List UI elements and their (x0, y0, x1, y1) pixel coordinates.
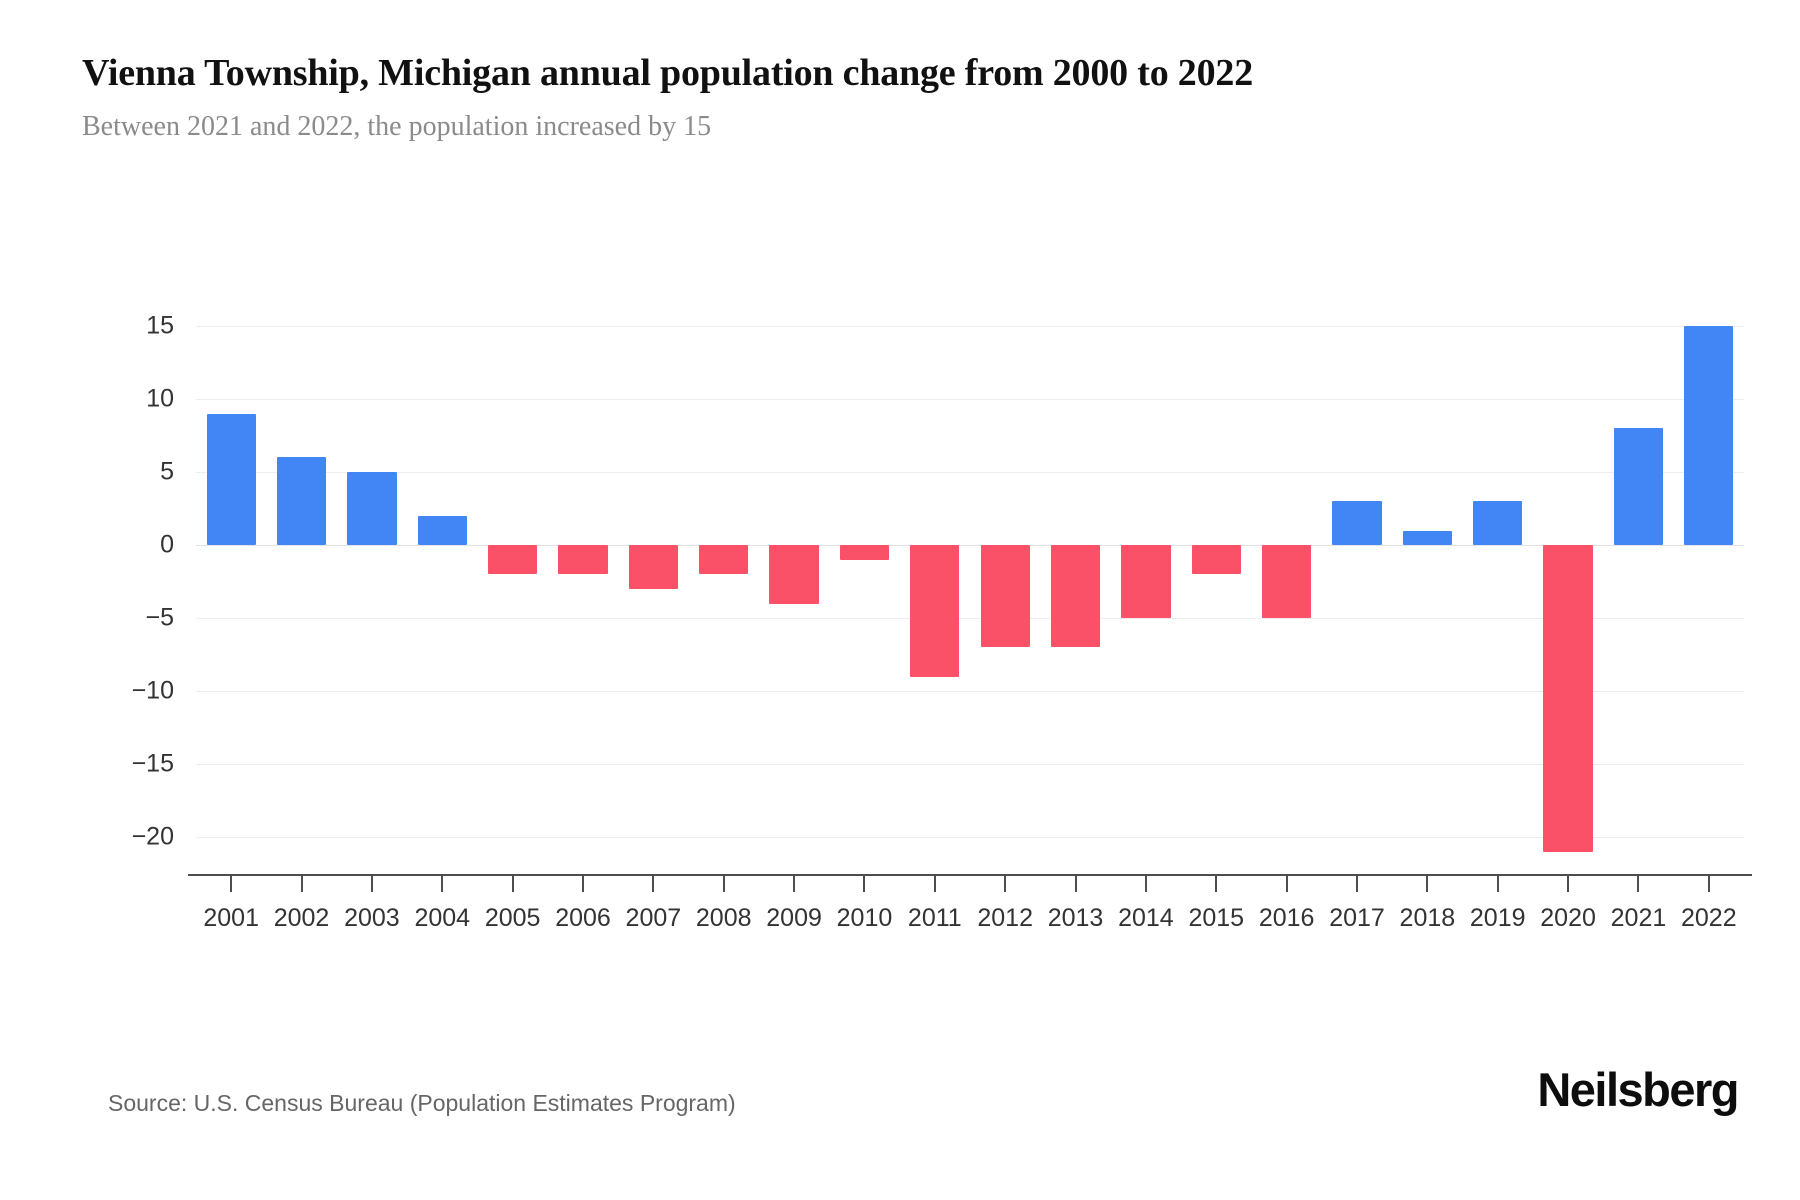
chart-header: Vienna Township, Michigan annual populat… (82, 52, 1740, 143)
bar-2009[interactable] (769, 545, 819, 604)
x-axis-tick-mark (863, 876, 866, 892)
bar-2016[interactable] (1262, 545, 1312, 619)
x-axis-tick-label: 2003 (344, 904, 400, 932)
bar-2005[interactable] (488, 545, 538, 575)
x-axis-tick-label: 2007 (625, 904, 682, 932)
y-axis-tick-label: 5 (160, 457, 174, 486)
bar-2015[interactable] (1191, 545, 1241, 575)
x-axis-tick-mark (1004, 876, 1007, 892)
x-axis-tick-label: 2018 (1399, 904, 1456, 932)
bar-2013[interactable] (1050, 545, 1101, 648)
x-axis-tick-mark (441, 876, 444, 892)
x-axis-tick-mark (230, 876, 233, 892)
x-axis-tick-label: 2012 (977, 904, 1033, 932)
y-axis-tick-label: 10 (146, 384, 174, 413)
x-axis-tick-label: 2015 (1188, 904, 1245, 932)
x-axis-tick-label: 2008 (695, 904, 752, 932)
x-axis-tick-label: 2011 (907, 904, 962, 932)
x-axis-tick-label: 2010 (836, 904, 893, 932)
x-axis-tick-mark (1707, 876, 1710, 892)
y-axis-tick-label: −15 (131, 749, 174, 778)
gridline (196, 837, 1744, 839)
y-axis-tick-label: 15 (146, 311, 174, 340)
x-axis-tick-mark (1567, 876, 1570, 892)
x-axis-tick-mark (1285, 876, 1288, 892)
x-axis-tick-label: 2016 (1258, 904, 1315, 932)
x-axis-tick-label: 2022 (1681, 904, 1737, 932)
gridline (196, 764, 1744, 766)
brand-logo: Neilsberg (1537, 1063, 1739, 1116)
bar-2003[interactable] (347, 472, 397, 546)
bar-2018[interactable] (1402, 530, 1452, 546)
bar-2014[interactable] (1121, 545, 1171, 619)
y-axis-tick-label: 0 (160, 530, 174, 559)
gridline (196, 399, 1744, 400)
bar-2019[interactable] (1473, 501, 1523, 546)
gridline (196, 691, 1744, 693)
x-axis-tick-mark (511, 876, 514, 892)
chart-plot-area: 15 10 5 0 −5 −10 −15 −20 2001 2002 2003 2004 2005 20… (0, 262, 1800, 962)
x-axis-tick-label: 2013 (1047, 904, 1104, 932)
gridline (196, 618, 1744, 620)
bar-2017[interactable] (1332, 501, 1382, 546)
x-axis-tick-mark (1144, 876, 1147, 892)
y-axis-tick-label: −20 (131, 822, 174, 851)
x-axis-tick-mark (582, 876, 584, 892)
bar-2006[interactable] (558, 545, 608, 575)
x-axis-tick-mark (1637, 876, 1640, 892)
bar-2012[interactable] (980, 545, 1030, 648)
x-axis-tick-label: 2004 (414, 904, 471, 932)
x-axis-tick-mark (1074, 876, 1077, 892)
page-title: Vienna Township, Michigan annual populat… (82, 52, 1254, 94)
x-axis-tick-mark (1356, 876, 1358, 892)
y-axis-tick-label: −5 (145, 603, 174, 632)
bars-group (196, 304, 1744, 874)
bar-2008[interactable] (699, 545, 749, 575)
bar-2021[interactable] (1613, 428, 1664, 546)
x-axis-tick-label: 2019 (1469, 904, 1526, 932)
y-axis-tick-label: −10 (131, 676, 174, 705)
x-axis-tick-mark (652, 876, 655, 892)
x-axis-line (188, 874, 1752, 876)
x-axis-tick-label: 2002 (273, 904, 330, 932)
x-axis-tick-label: 2005 (484, 904, 541, 932)
chart-inner: 15 10 5 0 −5 −10 −15 −20 2001 2002 2003 2004 2005 20… (132, 304, 1752, 932)
x-axis-tick-mark (370, 876, 373, 892)
x-axis-tick-label: 2006 (555, 904, 611, 932)
x-axis-tick-mark (933, 876, 936, 892)
bar-2022[interactable] (1684, 325, 1734, 546)
bar-2002[interactable] (276, 457, 327, 546)
zero-line (196, 545, 1744, 547)
bar-2011[interactable] (910, 545, 960, 677)
bar-2004[interactable] (417, 515, 467, 546)
x-axis-tick-label: 2017 (1329, 904, 1385, 932)
x-axis-tick-mark (1426, 876, 1429, 892)
chart-subtitle: Between 2021 and 2022, the population in… (82, 110, 712, 142)
x-axis-tick-mark (300, 876, 303, 892)
x-axis-tick-label: 2020 (1540, 904, 1596, 932)
gridline (196, 472, 1744, 474)
bar-2020[interactable] (1543, 545, 1593, 853)
x-axis-tick-mark (722, 876, 725, 892)
x-axis-tick-mark (1215, 876, 1218, 892)
x-axis-tick-mark (1496, 876, 1499, 892)
x-axis-tick-label: 2021 (1610, 904, 1667, 932)
bar-2007[interactable] (628, 545, 678, 589)
x-axis-tick-label: 2001 (203, 904, 259, 932)
x-axis-tick-label: 2009 (766, 904, 822, 932)
source-note: Source: U.S. Census Bureau (Population E… (108, 1090, 736, 1116)
gridline (196, 325, 1744, 327)
x-axis-tick-label: 2014 (1118, 904, 1174, 932)
x-axis-tick-mark (793, 876, 796, 892)
bar-2001[interactable] (206, 413, 256, 546)
bar-2010[interactable] (839, 545, 890, 560)
